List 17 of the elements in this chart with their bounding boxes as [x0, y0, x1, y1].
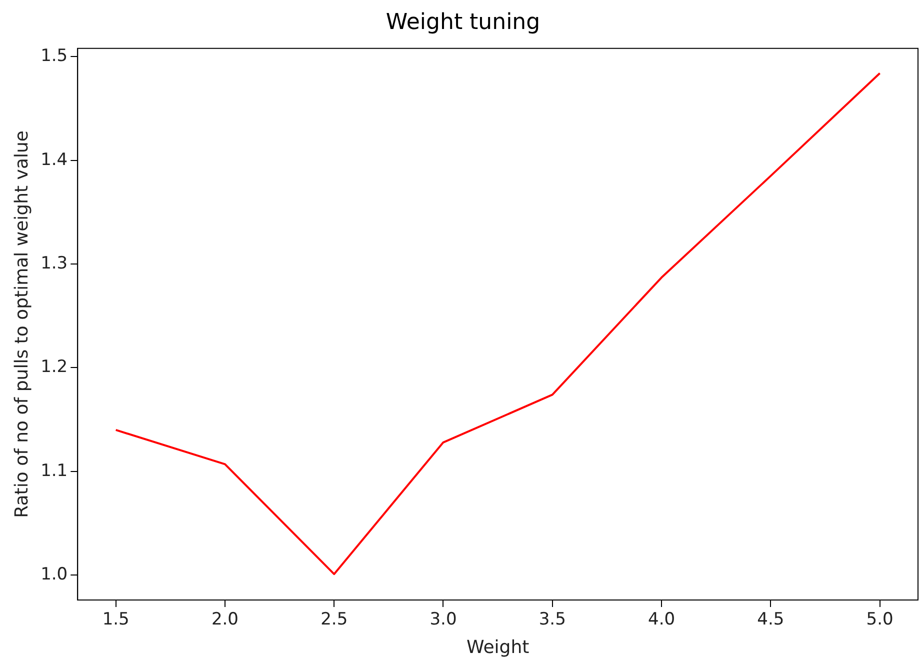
y-tick-label: 1.2 [40, 357, 68, 378]
x-tick-label: 3.5 [538, 610, 566, 630]
chart-title: Weight tuning [386, 10, 540, 35]
x-tick-label: 1.5 [102, 610, 130, 630]
y-tick-label: 1.3 [40, 253, 68, 274]
x-tick-label: 2.0 [211, 610, 238, 630]
x-tick-label: 5.0 [866, 610, 894, 630]
y-tick-label: 1.0 [40, 564, 68, 585]
x-tick-label: 2.5 [320, 610, 348, 630]
y-axis-title: Ratio of no of pulls to optimal weight value [11, 130, 32, 518]
x-tick-label: 4.5 [757, 610, 784, 630]
x-tick-label: 4.0 [648, 610, 676, 630]
x-tick-label: 3.0 [430, 610, 457, 630]
y-tick-label: 1.1 [40, 460, 68, 481]
x-axis-title: Weight [466, 636, 530, 658]
y-tick-label: 1.4 [40, 150, 68, 170]
y-tick-label: 1.5 [40, 46, 68, 66]
